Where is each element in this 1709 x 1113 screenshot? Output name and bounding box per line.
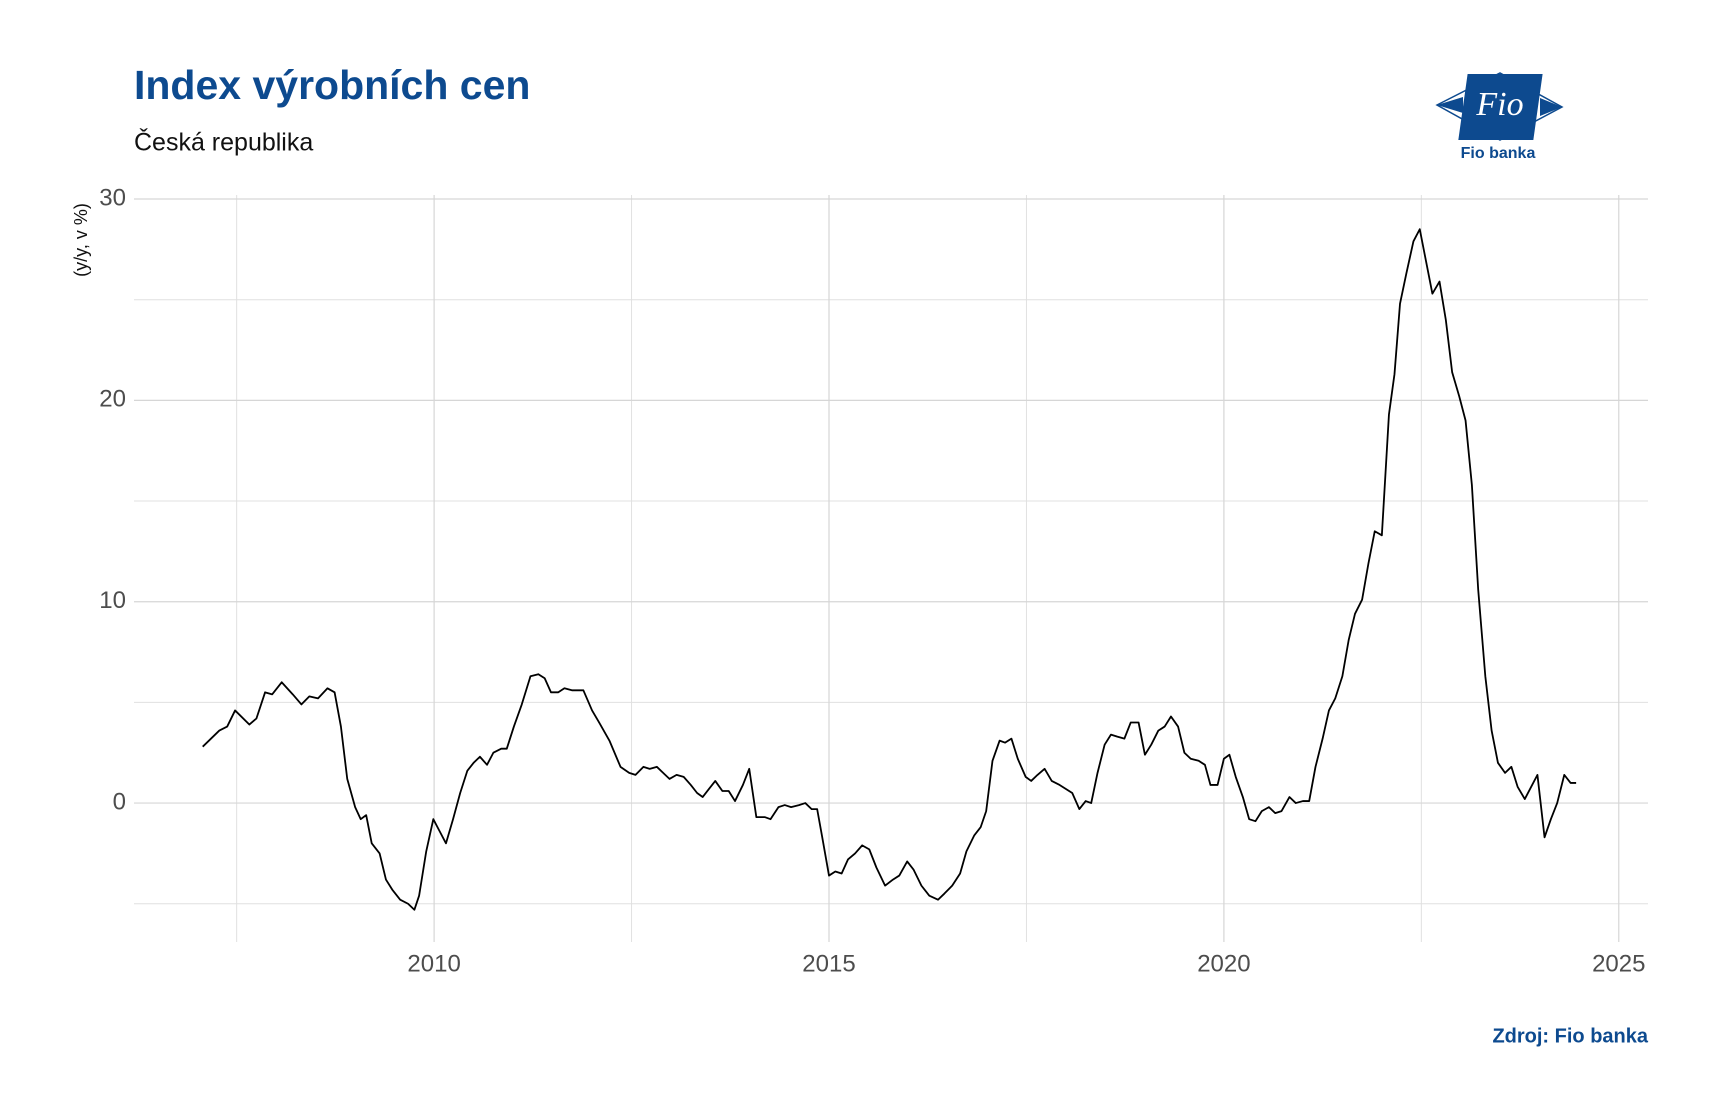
y-tick-label: 30: [99, 184, 126, 211]
y-tick-label: 10: [99, 587, 126, 614]
chart-title: Index výrobních cen: [134, 62, 530, 108]
x-tick-label: 2015: [802, 950, 855, 977]
source: Zdroj: Fio banka: [1492, 1025, 1648, 1047]
logo-name: Fio banka: [1461, 145, 1536, 162]
logo-box: [1458, 74, 1543, 140]
y-axis-label: (y/y, v %): [71, 203, 91, 277]
logo-mark: Fio: [1475, 86, 1523, 123]
logo-arrow-left: [1437, 97, 1463, 113]
y-tick-label: 0: [113, 788, 126, 815]
logo-arrow-right: [1540, 98, 1562, 116]
x-tick-label: 2010: [407, 950, 460, 977]
data-line: [202, 228, 1577, 911]
x-tick-label: 2020: [1197, 950, 1250, 977]
x-tick-label: 2025: [1592, 950, 1645, 977]
chart-subtitle: Česká republika: [134, 128, 313, 157]
y-tick-label: 20: [99, 386, 126, 413]
logo: Fio Fio banka: [1435, 72, 1564, 162]
